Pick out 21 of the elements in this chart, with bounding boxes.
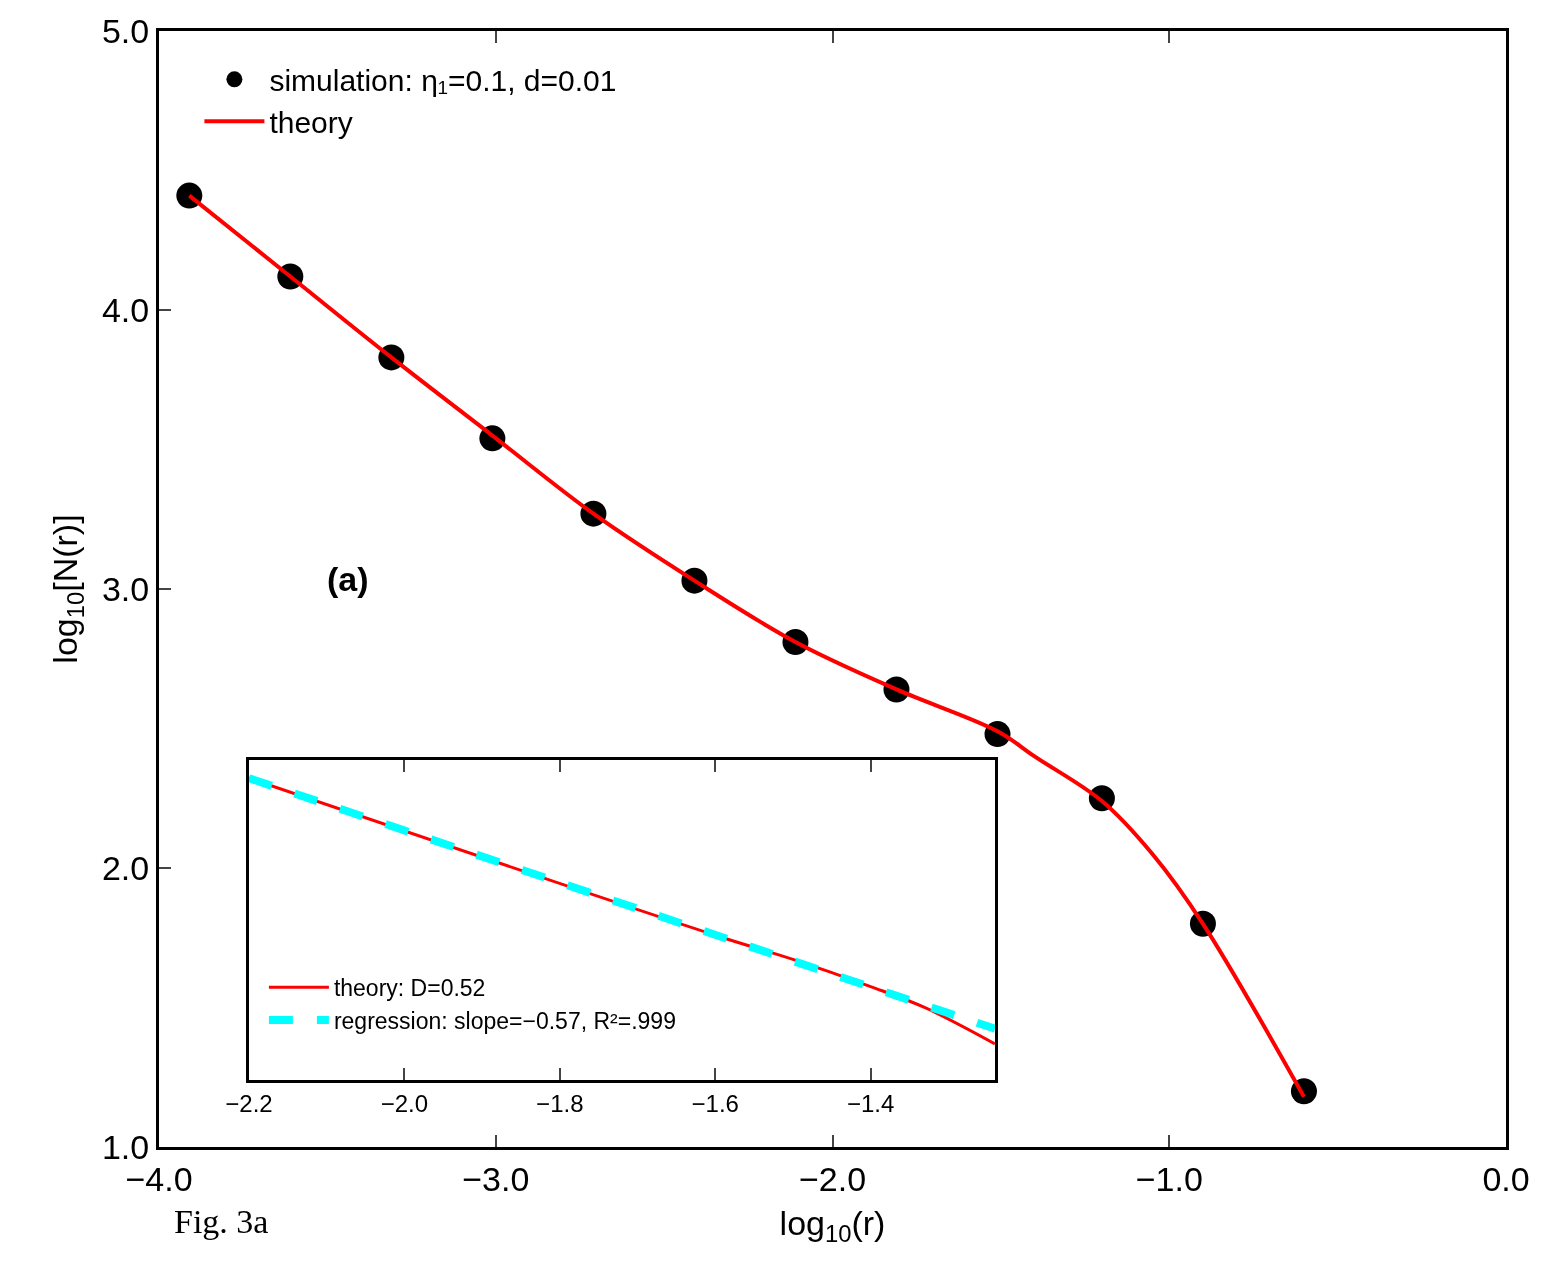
y-tick-label: 2.0: [101, 848, 150, 887]
legend-label: theory: D=0.52: [333, 975, 486, 1002]
x-tick-label: −2.0: [380, 1089, 429, 1117]
legend-label: theory: [269, 106, 353, 140]
x-tick-label: −1.0: [1135, 1159, 1203, 1198]
legend-label: regression: slope=−0.57, R²=.999: [333, 1008, 676, 1035]
y-tick-label: 3.0: [101, 569, 150, 608]
x-tick-label: −1.8: [536, 1089, 584, 1117]
x-tick-label: −1.4: [846, 1089, 895, 1117]
x-tick-label: 0.0: [1482, 1159, 1530, 1198]
y-tick-label: 5.0: [101, 11, 150, 50]
x-axis-title: log$_{10}$(r): [779, 1204, 886, 1248]
y-tick-label: 4.0: [101, 290, 150, 329]
caption: Fig. 3a: [174, 1203, 269, 1240]
x-tick-label: −2.2: [225, 1089, 273, 1117]
x-tick-label: −2.0: [798, 1159, 867, 1198]
x-tick-label: −1.6: [691, 1089, 739, 1117]
point: [176, 182, 203, 209]
annotation: (a): [327, 560, 369, 598]
x-tick-label: −3.0: [462, 1159, 530, 1198]
legend-label: simulation: η₁=0.1, d=0.01: [269, 64, 617, 98]
